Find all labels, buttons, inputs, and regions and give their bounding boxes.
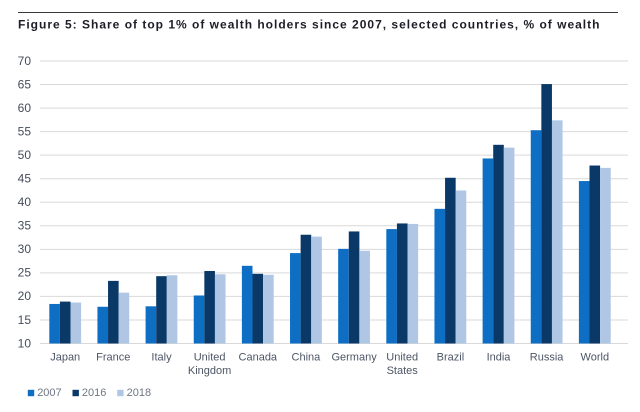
svg-text:Italy: Italy: [151, 352, 172, 364]
svg-text:China: China: [292, 352, 322, 364]
svg-text:40: 40: [18, 195, 32, 209]
svg-text:55: 55: [18, 124, 32, 138]
svg-text:35: 35: [18, 219, 32, 233]
svg-text:Russia: Russia: [530, 352, 565, 364]
svg-text:10: 10: [18, 336, 32, 350]
svg-text:2007: 2007: [37, 387, 61, 399]
svg-text:15: 15: [18, 313, 32, 327]
svg-text:Germany: Germany: [331, 352, 377, 364]
svg-text:50: 50: [18, 148, 32, 162]
svg-text:2018: 2018: [127, 387, 151, 399]
svg-text:United: United: [194, 352, 226, 364]
svg-text:States: States: [387, 365, 419, 377]
svg-text:45: 45: [18, 172, 32, 186]
svg-text:Japan: Japan: [50, 352, 80, 364]
svg-text:World: World: [581, 352, 610, 364]
svg-text:2016: 2016: [82, 387, 106, 399]
svg-text:25: 25: [18, 266, 32, 280]
svg-text:Canada: Canada: [239, 352, 278, 364]
svg-text:Figure 5: Share of top 1% of w: Figure 5: Share of top 1% of wealth hold…: [18, 18, 600, 32]
svg-text:United: United: [386, 352, 418, 364]
svg-text:30: 30: [18, 242, 32, 256]
svg-text:70: 70: [18, 54, 32, 68]
svg-text:India: India: [487, 352, 512, 364]
svg-text:Brazil: Brazil: [437, 352, 465, 364]
svg-text:France: France: [96, 352, 130, 364]
svg-text:65: 65: [18, 77, 32, 91]
svg-text:60: 60: [18, 101, 32, 115]
svg-text:Kingdom: Kingdom: [188, 365, 231, 377]
svg-text:20: 20: [18, 289, 32, 303]
